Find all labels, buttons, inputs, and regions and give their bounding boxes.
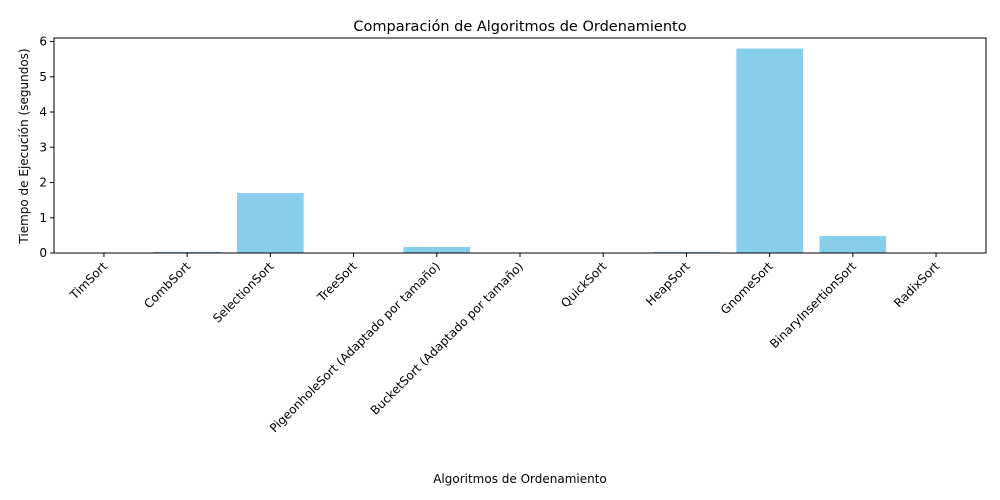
y-tick-label-5: 5 [39, 70, 47, 84]
plot-frame [53, 37, 987, 254]
bar-7 [653, 251, 720, 253]
bar-4 [403, 247, 471, 253]
y-axis-ticks: 0 1 2 3 4 5 6 [39, 35, 54, 260]
bars-group [70, 48, 970, 254]
y-tick-label-6: 6 [39, 35, 47, 49]
bar-2 [237, 193, 304, 253]
bar-8 [736, 48, 803, 254]
y-tick-label-2: 2 [39, 176, 47, 190]
bar-9 [819, 236, 887, 253]
y-axis-label: Tiempo de Ejecución (segundos) [17, 48, 31, 244]
y-tick-label-1: 1 [39, 211, 47, 225]
y-tick-label-3: 3 [39, 140, 47, 154]
y-tick-label-0: 0 [39, 246, 47, 260]
chart-title: Comparación de Algoritmos de Ordenamient… [353, 19, 686, 35]
bar-1 [153, 251, 221, 253]
x-axis-label: Algoritmos de Ordenamiento [433, 472, 607, 486]
y-tick-label-4: 4 [39, 105, 47, 119]
